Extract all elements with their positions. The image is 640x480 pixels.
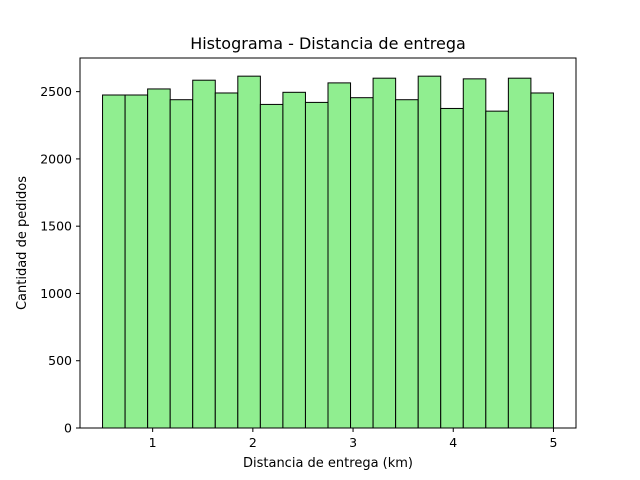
histogram-bar-3 <box>147 88 171 429</box>
x-tick-label-3: 3 <box>349 435 357 450</box>
x-tick-label-1: 1 <box>149 435 157 450</box>
histogram-bar-4 <box>169 99 194 429</box>
y-tick-label-3: 1000 <box>40 286 72 301</box>
x-axis-label: Distancia de entrega (km) <box>243 456 413 471</box>
x-tick-label-5: 5 <box>549 435 557 450</box>
histogram-bar-11 <box>327 82 352 429</box>
histogram-bar-1 <box>102 94 126 429</box>
histogram-bar-16 <box>440 107 464 429</box>
y-axis-label: Cantidad de pedidos <box>15 176 30 310</box>
histogram-bar-20 <box>530 92 554 429</box>
bars-group <box>102 75 554 429</box>
histogram-bar-17 <box>462 78 487 429</box>
histogram-bar-15 <box>417 75 442 429</box>
y-axis-ticks: 0 500 1000 1500 2000 2500 <box>40 84 80 436</box>
histogram-bar-12 <box>350 97 374 429</box>
y-tick-label-6: 2500 <box>40 84 72 99</box>
histogram-bar-2 <box>124 94 149 429</box>
plot-frame <box>79 57 577 429</box>
histogram-bar-14 <box>395 99 419 429</box>
histogram-bar-7 <box>237 75 261 429</box>
x-tick-label-2: 2 <box>249 435 257 450</box>
x-axis-ticks: 1 2 3 4 5 <box>149 428 557 450</box>
histogram-bar-10 <box>304 101 329 429</box>
y-tick-label-1: 0 <box>64 421 72 436</box>
x-tick-label-4: 4 <box>449 435 457 450</box>
histogram-bar-9 <box>282 91 306 429</box>
histogram-bar-18 <box>485 110 509 429</box>
histogram-bar-6 <box>214 92 239 429</box>
chart-title: Histograma - Distancia de entrega <box>190 34 466 53</box>
histogram-bar-8 <box>259 103 284 429</box>
y-tick-label-2: 500 <box>48 353 72 368</box>
histogram-bar-5 <box>192 79 216 429</box>
histogram-bar-13 <box>372 77 397 429</box>
y-tick-label-5: 2000 <box>40 151 72 166</box>
y-tick-label-4: 1500 <box>40 219 72 234</box>
histogram-bar-19 <box>507 77 532 429</box>
